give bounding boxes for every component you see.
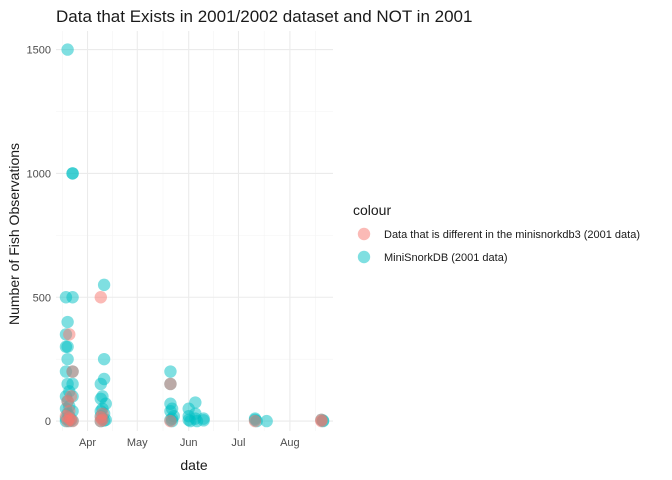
data-point bbox=[66, 167, 79, 180]
data-point bbox=[94, 291, 107, 304]
data-point bbox=[164, 414, 177, 428]
legend-key bbox=[357, 227, 371, 241]
data-point bbox=[189, 396, 202, 409]
x-tick-label: May bbox=[127, 437, 148, 449]
x-tick-label: Jul bbox=[231, 437, 245, 449]
legend-entry: Data that is different in the minisnorkd… bbox=[357, 227, 640, 241]
legend-entry: MiniSnorkDB (2001 data) bbox=[357, 250, 508, 264]
data-point bbox=[315, 414, 328, 428]
data-point bbox=[66, 365, 79, 378]
data-point bbox=[248, 414, 262, 428]
legend-entries: Data that is different in the minisnorkd… bbox=[357, 227, 640, 264]
y-tick-label: 1000 bbox=[27, 168, 51, 180]
data-point bbox=[94, 377, 107, 391]
data-point bbox=[97, 278, 111, 292]
y-tick-label: 500 bbox=[33, 292, 51, 304]
data-point bbox=[61, 395, 74, 408]
chart-title: Data that Exists in 2001/2002 dataset an… bbox=[56, 7, 472, 26]
data-point bbox=[63, 328, 76, 341]
legend-label: MiniSnorkDB (2001 data) bbox=[384, 252, 508, 264]
plot-panel bbox=[56, 31, 333, 431]
legend-key bbox=[357, 250, 371, 264]
data-point bbox=[94, 414, 107, 428]
grid-lines bbox=[56, 31, 333, 431]
data-point bbox=[61, 352, 74, 366]
x-axis-title: date bbox=[180, 457, 207, 473]
y-axis-title: Number of Fish Observations bbox=[6, 143, 22, 325]
data-point bbox=[61, 315, 74, 329]
x-tick-label: Apr bbox=[79, 437, 96, 449]
data-point bbox=[260, 414, 273, 428]
data-point bbox=[66, 414, 79, 428]
x-tick-label: Aug bbox=[280, 437, 300, 449]
legend: colour Data that is different in the min… bbox=[353, 202, 640, 264]
series-2 bbox=[59, 291, 328, 428]
data-point bbox=[164, 365, 177, 378]
data-point bbox=[61, 340, 74, 353]
data-point bbox=[66, 291, 79, 304]
data-points bbox=[59, 43, 330, 428]
x-axis-ticks: Apr May Jun Jul Aug bbox=[79, 437, 300, 449]
legend-title: colour bbox=[353, 202, 391, 218]
data-point bbox=[97, 352, 111, 366]
y-axis-ticks: 0 500 1000 1500 bbox=[27, 45, 51, 429]
legend-label: Data that is different in the minisnorkd… bbox=[384, 229, 640, 241]
y-tick-label: 0 bbox=[45, 416, 51, 428]
x-tick-label: Jun bbox=[180, 437, 198, 449]
data-point bbox=[61, 43, 74, 56]
y-tick-label: 1500 bbox=[27, 45, 51, 57]
data-point bbox=[197, 414, 210, 427]
data-point bbox=[164, 377, 177, 391]
